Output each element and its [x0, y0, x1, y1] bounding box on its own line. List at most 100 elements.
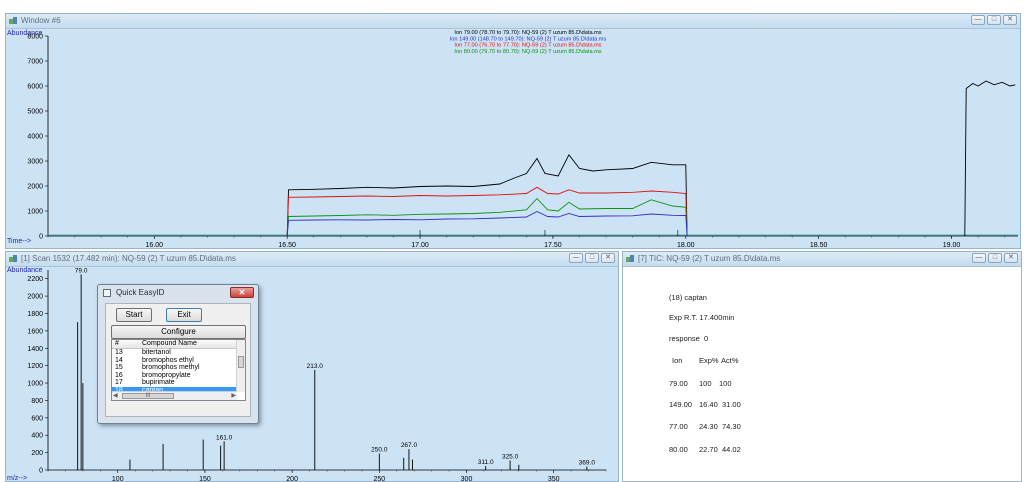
dialog-close-button[interactable]: ✕: [230, 287, 254, 298]
minimize-icon: —: [973, 254, 985, 262]
x-tick-label: 200: [286, 476, 298, 482]
y-tick-label: 1800: [27, 311, 43, 318]
configure-button[interactable]: Configure: [111, 325, 246, 339]
y-tick-label: 1000: [27, 381, 43, 388]
x-tick-label: 150: [199, 476, 211, 482]
y-axis-label: Abundance: [7, 267, 43, 274]
chromatogram-plot[interactable]: Abundance Time--> Ion 79.00 (78.70 to 79…: [6, 28, 1020, 248]
legend-entry: Ion 79.00 (78.70 to 79.70): NQ-59 (2) T …: [454, 30, 601, 36]
x-tick-label: 16.00: [146, 242, 164, 248]
compound-name: (18) captan: [669, 293, 707, 302]
item-number: 15: [115, 364, 123, 372]
list-item[interactable]: 16 bromopropylate: [112, 372, 237, 380]
chromatogram-window[interactable]: Window #6 — □ ✕ Abundance Time--> Ion 79…: [5, 13, 1021, 249]
ion-legend: Ion 79.00 (78.70 to 79.70): NQ-59 (2) T …: [450, 30, 607, 55]
close-button[interactable]: ✕: [1004, 253, 1018, 263]
chromatogram-series: [287, 81, 1015, 236]
peak-label: 250.0: [371, 446, 388, 453]
x-tick-label: 18.50: [810, 242, 828, 248]
y-tick-label: 5000: [27, 109, 43, 116]
peak-label: 369.0: [579, 460, 596, 467]
exit-button[interactable]: Exit: [166, 308, 202, 322]
list-item[interactable]: 14 bromophos ethyl: [112, 357, 237, 365]
minimize-button[interactable]: —: [971, 15, 985, 25]
peak-label: 311.0: [478, 459, 494, 466]
column-header-number[interactable]: #: [115, 340, 119, 348]
dialog-titlebar[interactable]: Quick EasyID ✕: [98, 285, 258, 301]
y-tick-label: 0: [39, 468, 43, 475]
maximize-button[interactable]: □: [987, 15, 1001, 25]
minimize-icon: —: [570, 254, 582, 262]
close-icon: ✕: [602, 254, 614, 262]
chromatogram-titlebar[interactable]: Window #6 — □ ✕: [6, 14, 1020, 29]
list-vertical-scrollbar[interactable]: [236, 340, 245, 392]
close-button[interactable]: ✕: [1003, 15, 1017, 25]
y-tick-label: 1600: [27, 328, 43, 335]
header-exp: Exp%: [699, 356, 719, 365]
list-item[interactable]: 17 bupirimate: [112, 379, 237, 387]
start-button[interactable]: Start: [116, 308, 152, 322]
list-item[interactable]: 15 bromophos methyl: [112, 364, 237, 372]
x-axis-label: m/z-->: [7, 475, 27, 482]
y-tick-label: 3000: [27, 159, 43, 166]
list-item[interactable]: 13 bitertanol: [112, 349, 237, 357]
x-tick-label: 17.00: [411, 242, 429, 248]
header-ion: Ion: [672, 356, 682, 365]
x-tick-label: 250: [373, 476, 385, 482]
list-header: # Compound Name: [112, 340, 237, 349]
x-tick-label: 18.00: [677, 242, 695, 248]
legend-entry: Ion 80.00 (79.70 to 80.70): NQ-59 (2) T …: [454, 49, 601, 55]
peak-label: 325.0: [502, 453, 519, 460]
scroll-left-icon[interactable]: ◀: [113, 392, 118, 400]
x-tick-label: 350: [548, 476, 560, 482]
y-tick-label: 800: [31, 398, 43, 405]
ion-trace-4: [965, 81, 1016, 236]
minimize-button[interactable]: —: [972, 253, 986, 263]
y-tick-label: 8000: [27, 34, 43, 41]
x-tick-label: 100: [112, 476, 124, 482]
list-horizontal-scrollbar[interactable]: ◀ III ▶: [112, 391, 237, 400]
window-icon: [626, 255, 635, 263]
scan-title: [1] Scan 1532 (17.482 min): NQ-59 (2) T …: [21, 252, 236, 266]
tic-title: [7] TIC: NQ-59 (2) T uzum 85.D\data.ms: [638, 252, 780, 266]
row-act: 31.00: [722, 400, 741, 409]
y-tick-label: 2200: [27, 276, 43, 283]
maximize-icon: □: [988, 16, 1000, 24]
y-tick-label: 2000: [27, 184, 43, 191]
maximize-icon: □: [989, 254, 1001, 262]
minimize-button[interactable]: —: [569, 253, 583, 263]
row-ion: 149.00: [669, 400, 692, 409]
row-act: 44.02: [722, 445, 741, 454]
compound-list[interactable]: # Compound Name 13 bitertanol 14 bromophos …: [111, 339, 246, 401]
scroll-thumb[interactable]: III: [122, 393, 174, 399]
scroll-thumb[interactable]: [238, 356, 244, 368]
y-tick-label: 6000: [27, 84, 43, 91]
x-tick-label: 19.00: [943, 242, 961, 248]
row-ion: 79.00: [669, 379, 688, 388]
y-tick-label: 7000: [27, 59, 43, 66]
tic-titlebar[interactable]: [7] TIC: NQ-59 (2) T uzum 85.D\data.ms —…: [623, 252, 1021, 267]
y-tick-label: 2000: [27, 294, 43, 301]
maximize-button[interactable]: □: [585, 253, 599, 263]
column-header-compound[interactable]: Compound Name: [142, 340, 197, 348]
item-compound-name: bupirimate: [142, 379, 175, 387]
item-number: 17: [115, 379, 123, 387]
y-tick-label: 400: [31, 433, 43, 440]
row-exp: 22.70: [699, 445, 718, 454]
scan-titlebar[interactable]: [1] Scan 1532 (17.482 min): NQ-59 (2) T …: [6, 252, 618, 267]
row-exp: 16.40: [699, 400, 718, 409]
legend-entry: Ion 149.00 (148.70 to 149.70): NQ-59 (2)…: [450, 36, 607, 42]
row-exp: 100: [699, 379, 712, 388]
tic-window[interactable]: [7] TIC: NQ-59 (2) T uzum 85.D\data.ms —…: [622, 251, 1022, 482]
quick-easyid-dialog[interactable]: Quick EasyID ✕ Start Exit Configure # Co…: [97, 284, 259, 424]
scroll-right-icon[interactable]: ▶: [231, 392, 236, 400]
header-act: Act%: [721, 356, 739, 365]
maximize-button[interactable]: □: [988, 253, 1002, 263]
close-button[interactable]: ✕: [601, 253, 615, 263]
dialog-icon: [103, 289, 111, 297]
row-act: 100: [719, 379, 732, 388]
y-tick-label: 0: [39, 234, 43, 241]
item-compound-name: bitertanol: [142, 349, 171, 357]
dialog-body: Start Exit Configure # Compound Name 13 b…: [105, 303, 251, 417]
window-icon: [9, 255, 18, 263]
